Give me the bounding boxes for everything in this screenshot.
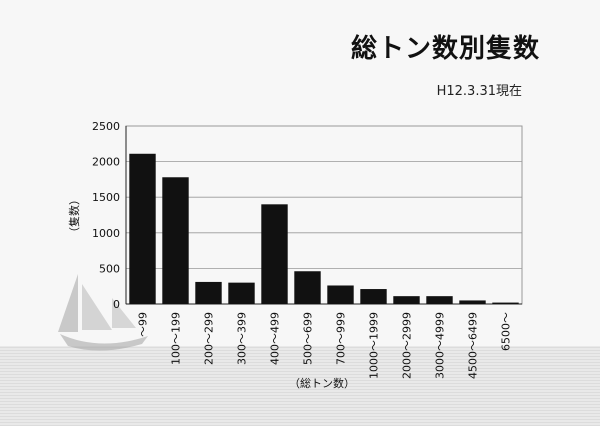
bar: [492, 302, 519, 304]
y-tick-label: 1500: [92, 191, 120, 204]
x-axis-label: （総トン数）: [289, 376, 355, 390]
x-tick-label: 3000〜4999: [434, 312, 447, 379]
x-tick-label: 700〜999: [335, 312, 348, 365]
page-title: 総トン数別隻数: [350, 34, 540, 64]
y-tick-label: 1000: [92, 227, 120, 240]
bar: [129, 153, 156, 304]
y-axis-label: （隻数）: [67, 194, 81, 238]
x-tick-label: 〜99: [137, 312, 150, 337]
bar: [426, 296, 453, 304]
x-tick-label: 500〜699: [302, 312, 315, 365]
bar: [393, 296, 420, 304]
y-tick-label: 2500: [92, 120, 120, 133]
x-tick-label: 200〜299: [203, 312, 216, 365]
x-tick-label: 100〜199: [170, 312, 183, 365]
sea-decoration: [0, 346, 600, 426]
date-caption: H12.3.31現在: [436, 84, 522, 99]
y-tick-label: 0: [113, 298, 120, 311]
bar: [327, 285, 354, 304]
bar: [294, 271, 321, 304]
x-tick-label: 300〜399: [236, 312, 249, 365]
bar: [195, 281, 222, 304]
x-tick-label: 1000〜1999: [368, 312, 381, 379]
bar: [162, 177, 189, 304]
sailboat-decoration-icon: [58, 274, 148, 351]
y-tick-label: 500: [99, 262, 120, 275]
x-tick-label: 400〜499: [269, 312, 282, 365]
bar: [261, 204, 288, 304]
y-tick-label: 2000: [92, 156, 120, 169]
x-tick-label: 2000〜2999: [401, 312, 414, 379]
x-tick-label: 4500〜6499: [467, 312, 480, 379]
bar: [459, 300, 486, 304]
bar: [360, 289, 387, 304]
x-tick-label: 6500〜: [500, 312, 513, 351]
bar: [228, 282, 255, 304]
